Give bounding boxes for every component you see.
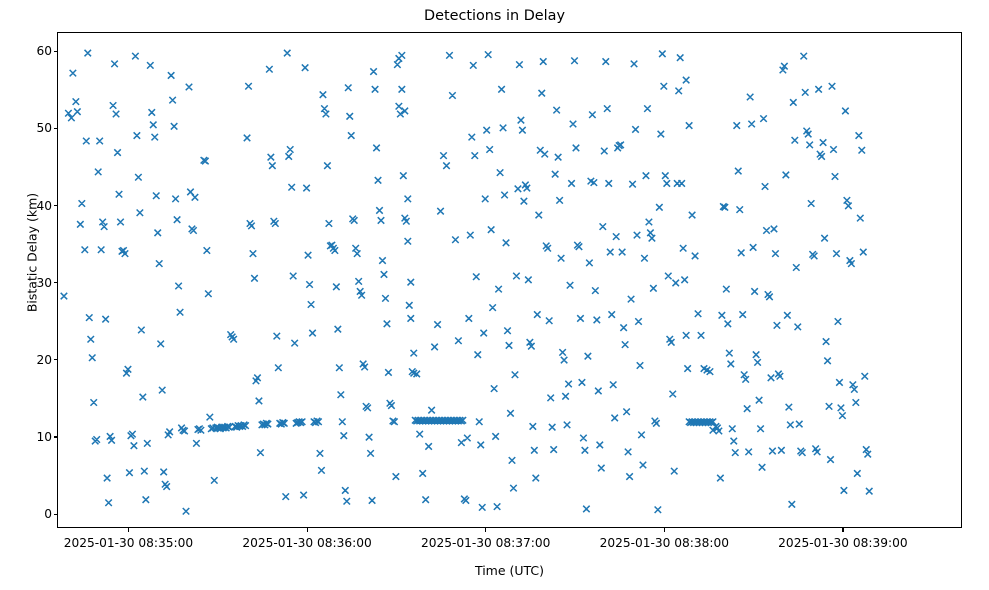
y-tick-label: 10 xyxy=(36,429,52,444)
x-tick-label: 2025-01-30 08:36:00 xyxy=(242,536,372,550)
page-title: Detections in Delay xyxy=(424,8,565,24)
scatter-series xyxy=(60,49,874,516)
scatter-markers xyxy=(60,49,874,516)
x-tick-mark xyxy=(663,528,665,532)
x-tick-label: 2025-01-30 08:37:00 xyxy=(420,536,551,550)
x-tick-mark xyxy=(306,528,308,532)
x-tick-label: 2025-01-30 08:38:00 xyxy=(599,536,730,550)
x-tick-mark xyxy=(842,528,844,532)
x-tick-label: 2025-01-30 08:35:00 xyxy=(63,536,194,550)
x-tick-mark xyxy=(485,528,487,532)
x-axis-label: Time (UTC) xyxy=(474,563,545,578)
y-axis-label: Bistatic Delay (km) xyxy=(24,192,40,313)
plot-area xyxy=(57,32,962,528)
x-tick-mark xyxy=(127,528,130,532)
x-tick-label: 2025-01-30 08:39:00 xyxy=(778,536,908,550)
y-tick-label: 60 xyxy=(36,44,52,59)
y-tick-label: 0 xyxy=(44,507,52,522)
